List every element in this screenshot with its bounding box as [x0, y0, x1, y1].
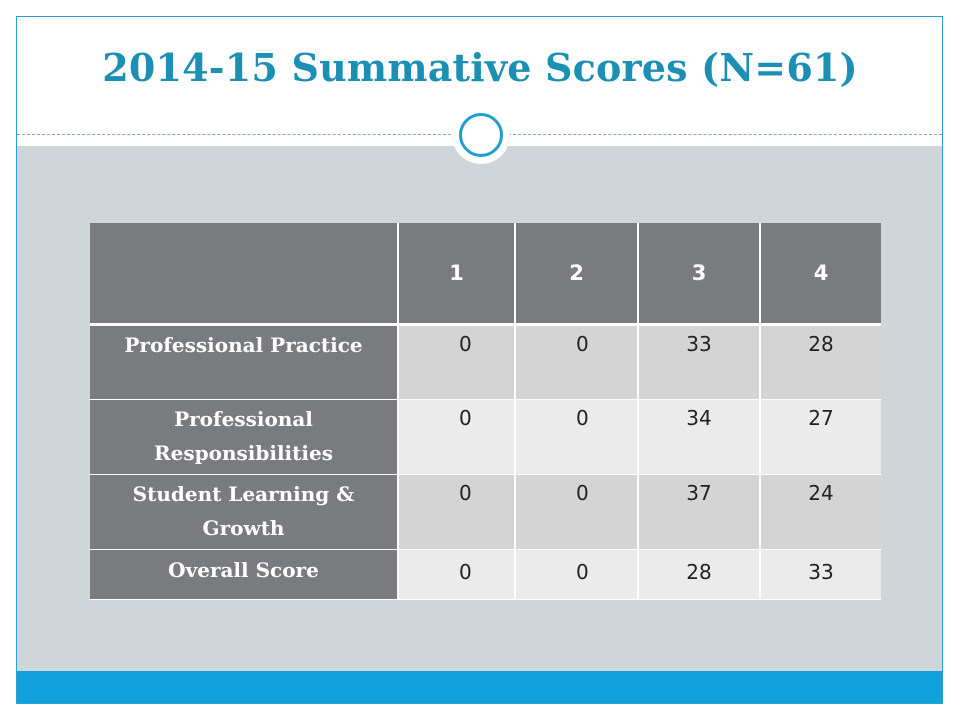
- table-row: Overall Score 0 0 28 33: [90, 549, 881, 600]
- row-label: Overall Score: [90, 549, 398, 600]
- table-cell: 0: [397, 474, 515, 550]
- table-row: Student Learning & Growth 0 0 37 24: [90, 474, 881, 550]
- table-cell: 27: [759, 399, 881, 475]
- table-row: Professional Practice 0 0 33 28: [90, 324, 881, 400]
- table-cell: 0: [514, 399, 638, 475]
- table-cell: 37: [637, 474, 760, 550]
- table-cell: 0: [514, 324, 638, 400]
- header-cell-score-1: 1: [397, 223, 515, 326]
- circle-ring-inner: [459, 113, 503, 157]
- table-cell: 33: [637, 324, 760, 400]
- header-cell-blank: [90, 223, 398, 326]
- table-cell: 0: [397, 324, 515, 400]
- table-header-row: 1 2 3 4: [90, 223, 881, 326]
- table-cell: 33: [759, 549, 881, 600]
- header-cell-score-4: 4: [759, 223, 881, 326]
- row-label: Professional Practice: [90, 324, 398, 400]
- header-cell-score-3: 3: [637, 223, 760, 326]
- table-row: Professional Responsibilities 0 0 34 27: [90, 399, 881, 475]
- circle-ring-icon: [452, 106, 510, 164]
- slide-title: 2014-15 Summative Scores (N=61): [102, 45, 858, 90]
- table-cell: 0: [397, 399, 515, 475]
- row-label: Professional Responsibilities: [90, 399, 398, 475]
- row-label: Student Learning & Growth: [90, 474, 398, 550]
- table-cell: 0: [514, 549, 638, 600]
- table-cell: 24: [759, 474, 881, 550]
- table-cell: 0: [514, 474, 638, 550]
- table-cell: 34: [637, 399, 760, 475]
- scores-table: 1 2 3 4 Professional Practice 0 0 33 28 …: [90, 223, 881, 600]
- footer-bar: [17, 671, 942, 703]
- header-cell-score-2: 2: [514, 223, 638, 326]
- table-cell: 0: [397, 549, 515, 600]
- table-cell: 28: [759, 324, 881, 400]
- table-cell: 28: [637, 549, 760, 600]
